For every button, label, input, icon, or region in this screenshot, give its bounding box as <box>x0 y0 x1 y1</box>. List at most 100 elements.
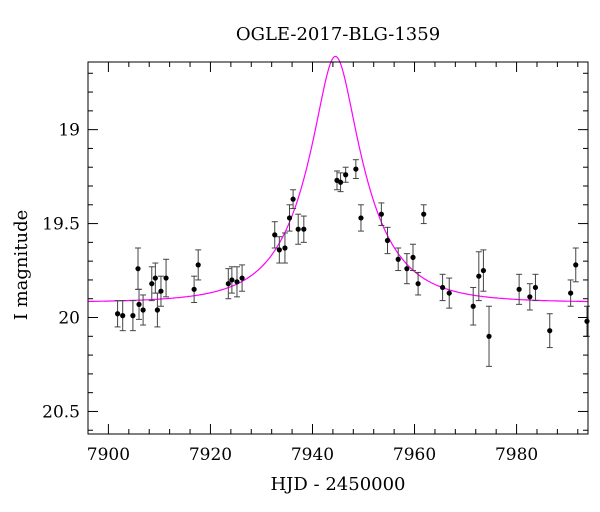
data-point <box>136 288 143 320</box>
data-point <box>420 204 427 225</box>
data-point <box>157 275 164 307</box>
data-point <box>276 236 283 264</box>
data-point-marker <box>415 281 421 287</box>
data-point-marker <box>568 290 574 296</box>
data-point-marker <box>290 196 296 202</box>
data-point <box>583 305 590 337</box>
x-axis-label: HJD - 2450000 <box>270 474 405 495</box>
data-point-marker <box>149 281 155 287</box>
data-point <box>470 286 477 326</box>
data-point-marker <box>439 284 446 291</box>
data-point-marker <box>114 311 121 317</box>
data-point <box>191 275 198 303</box>
x-tick-label: 7960 <box>393 445 436 465</box>
data-point-marker <box>480 267 487 274</box>
plot-frame <box>87 61 589 435</box>
y-tick-label: 20.5 <box>42 402 80 422</box>
data-point-marker <box>276 247 282 253</box>
y-tick-labels: 19 19.5 20 20.5 <box>42 121 80 423</box>
data-point <box>195 249 202 281</box>
model-curve <box>88 55 588 303</box>
data-point-marker <box>516 286 522 292</box>
x-tick-label: 7920 <box>189 445 232 465</box>
data-point-marker <box>486 333 492 339</box>
x-tick-labels: 7900 7920 7940 7960 7980 <box>87 445 538 465</box>
data-point <box>135 247 141 290</box>
data-point <box>378 202 385 226</box>
data-point-marker <box>446 290 452 296</box>
data-point <box>233 266 240 298</box>
data-point-marker <box>395 256 401 262</box>
data-point-marker <box>195 262 201 268</box>
data-point <box>480 249 487 292</box>
data-point <box>384 226 391 255</box>
y-tick-label: 19 <box>58 121 80 141</box>
data-point <box>567 279 574 307</box>
data-point-marker <box>476 273 482 279</box>
data-point-marker <box>229 277 235 283</box>
data-point <box>271 221 278 249</box>
data-point <box>395 247 402 272</box>
data-point-marker <box>163 275 169 281</box>
data-point-marker <box>191 286 197 292</box>
y-tick-label: 19.5 <box>42 215 80 235</box>
data-point <box>119 300 126 332</box>
data-point-marker <box>130 313 136 319</box>
data-point-marker <box>152 275 158 281</box>
data-point <box>300 215 307 243</box>
data-point <box>357 204 364 232</box>
data-point <box>295 213 302 245</box>
data-point-marker <box>527 294 533 300</box>
data-point <box>225 268 232 300</box>
data-point <box>439 273 446 302</box>
data-point-marker <box>272 232 278 238</box>
data-point <box>526 283 533 311</box>
model-curve-layer <box>88 55 588 303</box>
data-point <box>239 264 246 292</box>
data-point <box>352 159 359 179</box>
data-point-marker <box>584 318 590 324</box>
data-point-marker <box>135 266 141 272</box>
data-point <box>532 273 539 302</box>
data-point <box>403 253 410 285</box>
data-point-marker <box>573 262 579 268</box>
data-point-marker <box>421 211 427 217</box>
data-point <box>290 189 297 210</box>
data-point <box>140 294 147 326</box>
data-point-marker <box>286 215 293 221</box>
data-point <box>286 204 293 232</box>
data-point-marker <box>282 245 288 251</box>
data-point <box>516 273 523 305</box>
data-point <box>410 243 416 272</box>
data-point <box>148 266 155 302</box>
data-point-marker <box>337 179 344 185</box>
data-point <box>129 300 136 332</box>
data-point-marker <box>301 226 307 232</box>
data-point-marker <box>353 166 359 172</box>
data-point-marker <box>547 328 553 334</box>
x-tick-label: 7980 <box>495 445 538 465</box>
data-point <box>152 262 159 294</box>
data-point-marker <box>410 254 416 260</box>
data-point <box>228 266 235 294</box>
data-point-marker <box>234 279 240 285</box>
data-point-marker <box>136 301 142 307</box>
data-point <box>475 251 482 302</box>
data-point <box>163 258 170 298</box>
data-point <box>546 313 553 349</box>
x-tick-label: 7940 <box>291 445 334 465</box>
y-tick-label: 20 <box>58 309 80 329</box>
data-point <box>114 300 121 328</box>
data-point-marker <box>378 211 384 217</box>
data-point-marker <box>532 284 539 291</box>
y-axis-label: I magnitude <box>11 210 32 321</box>
chart-title: OGLE-2017-BLG-1359 <box>236 24 440 45</box>
data-point-marker <box>158 288 164 294</box>
data-point-marker <box>384 237 391 244</box>
data-point <box>342 166 349 183</box>
data-points-layer <box>114 159 590 367</box>
data-point <box>154 292 161 328</box>
axis-ticks <box>87 62 588 434</box>
data-point <box>446 277 453 309</box>
